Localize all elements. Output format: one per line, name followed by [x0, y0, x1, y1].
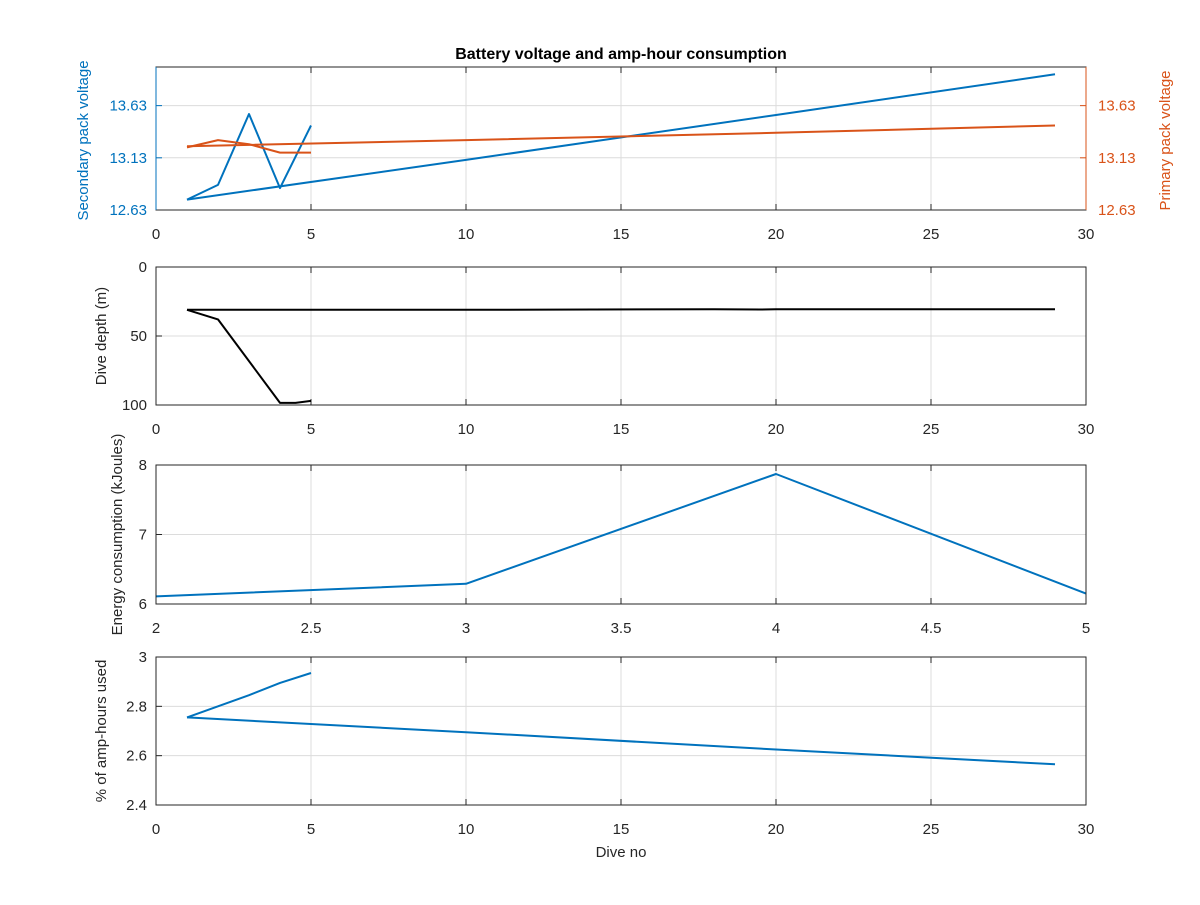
series-line: [186, 716, 1056, 766]
x-tick-label: 30: [1078, 421, 1095, 438]
x-tick-label: 20: [768, 821, 785, 838]
axes-frame: [155, 656, 1087, 806]
x-tick-label: 3.5: [611, 620, 632, 637]
y-tick-label: 100: [122, 397, 147, 414]
x-tick-label: 0: [152, 421, 160, 438]
y-tick-label: 12.63: [109, 202, 147, 219]
y-tick-label: 2.6: [126, 748, 147, 765]
y-axis-label: Energy consumption (kJoules): [109, 434, 126, 636]
x-tick-label: 15: [613, 421, 630, 438]
y-axis-label: Secondary pack voltage: [75, 60, 92, 220]
x-tick-label: 0: [152, 226, 160, 243]
x-tick-label: 4.5: [921, 620, 942, 637]
y-tick-label: 13.63: [109, 98, 147, 115]
y-tick-label: 8: [139, 457, 147, 474]
x-tick-label: 2: [152, 620, 160, 637]
y-tick-label: 2.4: [126, 797, 147, 814]
series-line: [186, 308, 312, 404]
y-axis-label: % of amp-hours used: [93, 660, 110, 803]
x-tick-label: 25: [923, 821, 940, 838]
x-tick-label: 25: [923, 226, 940, 243]
x-tick-label: 4: [772, 620, 780, 637]
y-right-axis-label: Primary pack voltage: [1157, 70, 1174, 210]
x-tick-label: 30: [1078, 226, 1095, 243]
y-tick-label: 6: [139, 596, 147, 613]
x-tick-label: 25: [923, 421, 940, 438]
x-tick-label: 10: [458, 226, 475, 243]
x-tick-label: 15: [613, 226, 630, 243]
x-tick-label: 10: [458, 421, 475, 438]
x-tick-label: 2.5: [301, 620, 322, 637]
axes-frame: [155, 266, 1087, 406]
series-line: [155, 473, 1087, 598]
y-tick-label: 0: [139, 259, 147, 276]
series-line: [186, 672, 312, 719]
y-tick-label: 13.13: [109, 150, 147, 167]
series-line: [186, 113, 312, 201]
x-axis-label: Dive no: [596, 844, 647, 861]
x-tick-label: 5: [1082, 620, 1090, 637]
y-tick-label: 2.8: [126, 698, 147, 715]
x-tick-label: 5: [307, 226, 315, 243]
y-tick-label: 3: [139, 649, 147, 666]
axes-frame: [155, 464, 1087, 605]
x-tick-label: 20: [768, 226, 785, 243]
x-tick-label: 30: [1078, 821, 1095, 838]
x-tick-label: 5: [307, 421, 315, 438]
series-line: [186, 124, 1056, 148]
chart-title: Battery voltage and amp-hour consumption: [455, 46, 787, 63]
x-tick-label: 0: [152, 821, 160, 838]
y-tick-label: 7: [139, 527, 147, 544]
series-line: [187, 308, 1055, 311]
y-right-tick-label: 13.13: [1098, 150, 1136, 167]
x-tick-label: 20: [768, 421, 785, 438]
x-tick-label: 3: [462, 620, 470, 637]
x-tick-label: 10: [458, 821, 475, 838]
x-tick-label: 5: [307, 821, 315, 838]
y-right-tick-label: 13.63: [1098, 98, 1136, 115]
y-tick-label: 50: [130, 328, 147, 345]
y-right-tick-label: 12.63: [1098, 202, 1136, 219]
y-axis-label: Dive depth (m): [93, 287, 110, 385]
x-tick-label: 15: [613, 821, 630, 838]
